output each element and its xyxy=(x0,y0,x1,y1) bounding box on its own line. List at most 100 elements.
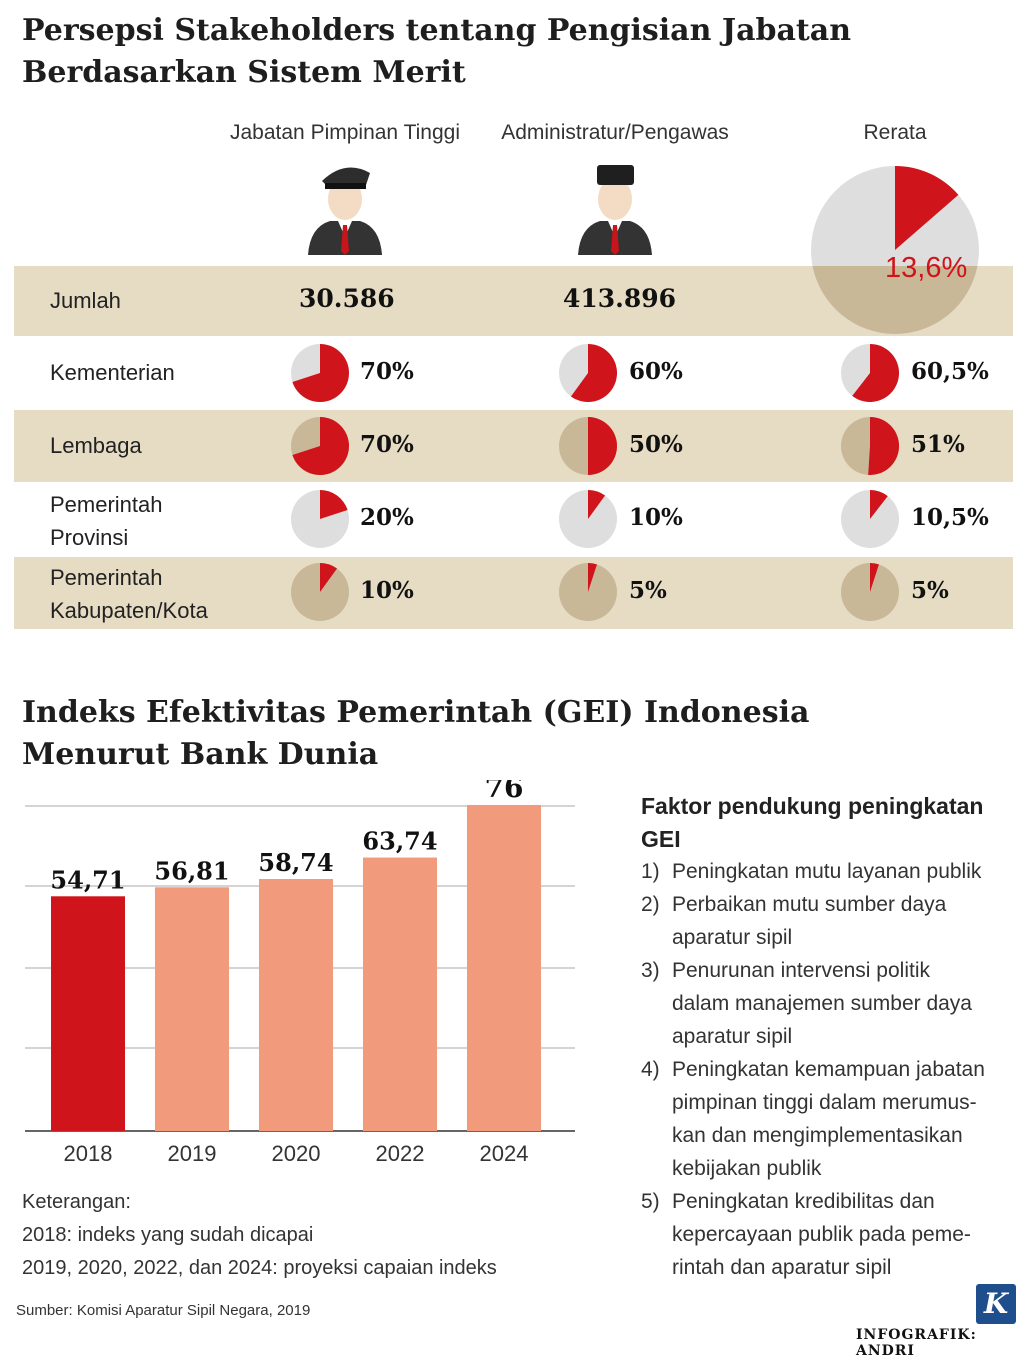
pie-pemerintah-2-col-0 xyxy=(291,490,349,548)
factor-text-line: kebijakan publik xyxy=(672,1157,822,1180)
factor-text-line: dalam manajemen sumber daya xyxy=(672,992,972,1015)
factor-number: 5) xyxy=(641,1190,660,1213)
factor-item-1: 1) Peningkatan mutu layanan publik xyxy=(641,855,1011,888)
row-label-kementerian: Kementerian xyxy=(50,360,175,385)
factor-text-line: Peningkatan mutu layanan publik xyxy=(672,860,982,883)
factor-text-line: kan dan mengimplementasikan xyxy=(672,1124,963,1147)
x-tick-label-2024: 2024 xyxy=(480,1141,529,1166)
factor-number: 2) xyxy=(641,893,660,916)
notes-heading: Keterangan: xyxy=(22,1191,131,1213)
factor-text-line: Perbaikan mutu sumber daya xyxy=(672,893,947,916)
gei-bar-chart: 54,71 2018 56,81 2019 58,74 2020 63,74 2022 76 20… xyxy=(25,780,575,1166)
factor-number: 1) xyxy=(641,860,660,883)
row-label-kabupaten-2: Kabupaten/Kota xyxy=(50,598,208,623)
pie-label-row-0-col-1: 60% xyxy=(629,358,683,385)
notes-line-2: 2019, 2020, 2022, dan 2024: proyeksi cap… xyxy=(22,1257,497,1279)
row-label-jumlah: Jumlah xyxy=(50,288,121,313)
notes-line-1: 2018: indeks yang sudah dicapai xyxy=(22,1224,314,1246)
factor-text: Perbaikan mutu sumber daya aparatur sipil xyxy=(672,888,1012,954)
bar-2020 xyxy=(259,879,333,1131)
pie-label-row-2-col-2: 10,5% xyxy=(911,504,989,531)
bar-2019 xyxy=(155,887,229,1131)
bar-2022 xyxy=(363,857,437,1131)
pie-kementerian-0-col-2 xyxy=(841,344,900,402)
factor-text-line: Peningkatan kredibilitas dan xyxy=(672,1190,935,1213)
pie-pemerintah-2-col-2 xyxy=(841,490,899,548)
pie-slice xyxy=(870,490,888,519)
bar-value-label-2024: 76 xyxy=(485,780,524,804)
pie-slice xyxy=(588,490,606,519)
row-label-provinsi-1: Pemerintah xyxy=(50,492,163,517)
factor-item-2: 2) Perbaikan mutu sumber daya aparatur sip… xyxy=(641,888,1011,954)
factor-text-line: pimpinan tinggi dalam merumus- xyxy=(672,1091,977,1114)
row-label-provinsi-2: Provinsi xyxy=(50,525,129,550)
factor-text-line: Peningkatan kemampuan jabatan xyxy=(672,1058,985,1081)
factor-number: 3) xyxy=(641,959,660,982)
pie-slice xyxy=(292,417,350,475)
factor-text: Peningkatan mutu layanan publik xyxy=(672,855,1012,888)
pie-label-row-1-col-1: 50% xyxy=(629,431,683,458)
pie-label-row-0-col-0: 70% xyxy=(360,358,414,385)
column-header-rerata: Rerata xyxy=(863,121,927,144)
source-text: Sumber: Komisi Aparatur Sipil Negara, 20… xyxy=(16,1302,311,1319)
pie-label-row-2-col-0: 20% xyxy=(360,504,414,531)
factor-item-5: 5) Peningkatan kredibilitas dan kepercayaa… xyxy=(641,1185,1011,1284)
rerata-big-pie-band-overlay xyxy=(812,266,978,334)
bar-value-label-2022: 63,74 xyxy=(362,827,437,856)
pie-label-row-1-col-2: 51% xyxy=(911,431,965,458)
pie-pemerintah-3-col-2 xyxy=(841,563,899,621)
bar-value-label-2018: 54,71 xyxy=(50,865,125,894)
pie-slice xyxy=(292,344,350,402)
pie-label-row-3-col-1: 5% xyxy=(629,577,667,604)
rerata-big-pie-slice xyxy=(895,166,959,250)
factor-item-4: 4) Peningkatan kemampuan jabatan pimpinan … xyxy=(641,1053,1011,1185)
pie-kementerian-0-col-1 xyxy=(559,344,617,402)
pie-pemerintah-3-col-0 xyxy=(291,563,349,621)
pie-lembaga-1-col-2 xyxy=(841,416,900,475)
title-top-line-1: Persepsi Stakeholders tentang Pengisian … xyxy=(22,13,852,48)
column-header-jpt: Jabatan Pimpinan Tinggi xyxy=(230,121,460,144)
factors-title-line-2: GEI xyxy=(641,826,681,852)
pie-slice xyxy=(588,563,597,592)
factor-text: Peningkatan kemampuan jabatan pimpinan ti… xyxy=(672,1053,1012,1185)
pie-slice xyxy=(320,563,338,592)
factor-text: Penurunan intervensi politik dalam manaje… xyxy=(672,954,1012,1053)
x-tick-label-2022: 2022 xyxy=(376,1141,425,1166)
pie-lembaga-1-col-0 xyxy=(291,417,350,475)
kompas-logo: K xyxy=(976,1284,1016,1324)
title-gei-line-1: Indeks Efektivitas Pemerintah (GEI) Indo… xyxy=(22,695,810,730)
pie-slice xyxy=(870,563,879,592)
factors-title-line-1: Faktor pendukung peningkatan xyxy=(641,793,984,819)
factor-text-line: kepercayaan publik pada peme- xyxy=(672,1223,971,1246)
pie-kementerian-0-col-0 xyxy=(291,344,350,402)
pie-pemerintah-3-col-1 xyxy=(559,563,617,621)
row-label-kabupaten-1: Pemerintah xyxy=(50,565,163,590)
row-label-lembaga: Lembaga xyxy=(50,433,142,458)
official-cap-icon xyxy=(308,167,382,255)
rerata-big-pie xyxy=(811,166,979,334)
pie-label-row-3-col-0: 10% xyxy=(360,577,414,604)
bar-value-label-2020: 58,74 xyxy=(258,848,333,877)
title-top-line-2: Berdasarkan Sistem Merit xyxy=(22,55,466,90)
pie-slice xyxy=(852,344,900,402)
factor-number: 4) xyxy=(641,1058,660,1081)
pie-label-row-2-col-1: 10% xyxy=(629,504,683,531)
x-tick-label-2019: 2019 xyxy=(168,1141,217,1166)
x-tick-label-2020: 2020 xyxy=(272,1141,321,1166)
factor-text-line: Penurunan intervensi politik xyxy=(672,959,930,982)
infografik-credit: INFOGRAFIK: ANDRI xyxy=(856,1327,977,1359)
title-gei-line-2: Menurut Bank Dunia xyxy=(22,737,379,772)
factor-text-line: aparatur sipil xyxy=(672,1025,793,1048)
bar-2024 xyxy=(467,804,541,1131)
pie-slice xyxy=(868,416,900,475)
pie-slice xyxy=(320,490,348,519)
pie-lembaga-1-col-1 xyxy=(559,417,617,475)
pie-slice xyxy=(588,417,617,475)
factor-text: Peningkatan kredibilitas dan kepercayaan … xyxy=(672,1185,1012,1284)
x-tick-label-2018: 2018 xyxy=(64,1141,113,1166)
pie-label-row-0-col-2: 60,5% xyxy=(911,358,989,385)
factor-text-line: rintah dan aparatur sipil xyxy=(672,1256,892,1279)
pie-slice xyxy=(570,344,617,402)
jumlah-jpt: 30.586 xyxy=(299,284,395,313)
column-header-ap: Administratur/Pengawas xyxy=(501,121,729,144)
